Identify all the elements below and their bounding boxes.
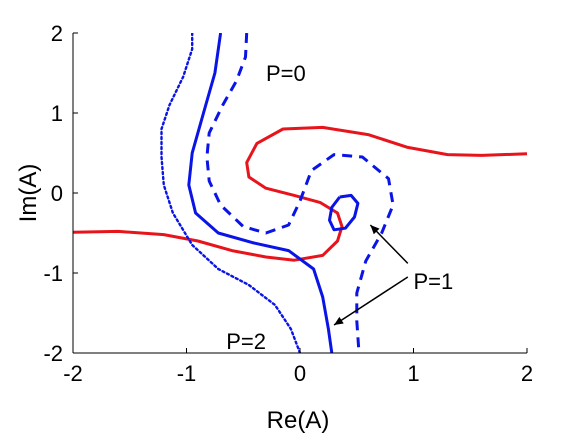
annotations: P=0 P=1 P=2 bbox=[226, 61, 453, 354]
annotation-label: P=2 bbox=[226, 329, 266, 354]
y-tick-label: 2 bbox=[51, 21, 63, 46]
annotation-arrow bbox=[369, 224, 409, 264]
annotation-label: P=1 bbox=[414, 269, 454, 294]
series-line-blue-solid bbox=[187, 33, 334, 353]
x-tick-label: -1 bbox=[177, 361, 197, 386]
x-tick-label: -2 bbox=[63, 361, 83, 386]
tick-labels: -2 -1 0 1 2 -2 -1 0 1 2 bbox=[43, 21, 533, 386]
x-tick-label: 2 bbox=[521, 361, 533, 386]
series-line-blue-dotted bbox=[160, 33, 302, 353]
y-tick-label: 1 bbox=[51, 101, 63, 126]
annotation-label: P=0 bbox=[266, 61, 306, 86]
x-tick-label: 1 bbox=[407, 361, 419, 386]
y-tick-label: -2 bbox=[43, 341, 63, 366]
series-line-blue-loop bbox=[328, 193, 360, 232]
y-axis-label: Im(A) bbox=[15, 164, 42, 223]
plot-area bbox=[73, 33, 527, 353]
series-line-blue-dashed bbox=[205, 33, 395, 353]
x-tick-label: 0 bbox=[294, 361, 306, 386]
annotation-arrow bbox=[333, 276, 409, 326]
y-tick-label: 0 bbox=[51, 181, 63, 206]
y-tick-label: -1 bbox=[43, 261, 63, 286]
axes bbox=[72, 32, 528, 354]
series-line-red bbox=[73, 125, 527, 262]
x-axis-label: Re(A) bbox=[267, 407, 330, 434]
